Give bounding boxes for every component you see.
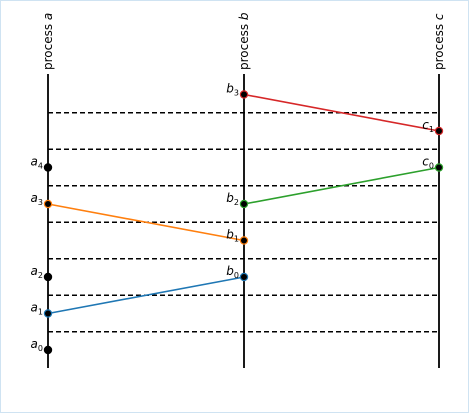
event-label-c0: c0 (422, 155, 434, 171)
event-a4 (43, 163, 53, 172)
event-label-c1: c1 (422, 118, 434, 134)
event-label-b3: b3 (226, 82, 239, 98)
event-label-b1: b1 (226, 228, 239, 244)
event-c0 (434, 163, 444, 172)
event-a0 (43, 345, 53, 355)
event-a1 (43, 309, 53, 318)
event-c1 (434, 126, 444, 136)
event-b1 (239, 236, 249, 245)
event-a2 (43, 272, 53, 282)
process-timelines (47, 74, 440, 368)
event-label-a3: a3 (31, 191, 43, 207)
process-label-a: process a (41, 13, 55, 70)
event-b3 (239, 90, 249, 99)
message-b3-c1 (243, 93, 440, 132)
event-b0 (239, 272, 249, 282)
labels: process a process b process c a0 a1 a2 b0 b1 a3 b… (31, 12, 446, 353)
message-b2-c0 (243, 166, 440, 205)
message-arrows (47, 93, 440, 315)
event-label-b0: b0 (226, 264, 239, 280)
process-label-c: process c (432, 13, 446, 70)
events (43, 90, 444, 355)
event-label-a2: a2 (31, 264, 43, 280)
message-a3-b1 (47, 203, 245, 242)
process-label-b: process b (237, 12, 251, 70)
event-label-a4: a4 (31, 155, 43, 171)
event-label-a0: a0 (31, 337, 43, 353)
event-label-a1: a1 (31, 301, 43, 317)
event-label-b2: b2 (226, 191, 239, 207)
event-b2 (239, 199, 249, 209)
message-a1-b0 (47, 276, 245, 315)
event-a3 (43, 199, 53, 209)
